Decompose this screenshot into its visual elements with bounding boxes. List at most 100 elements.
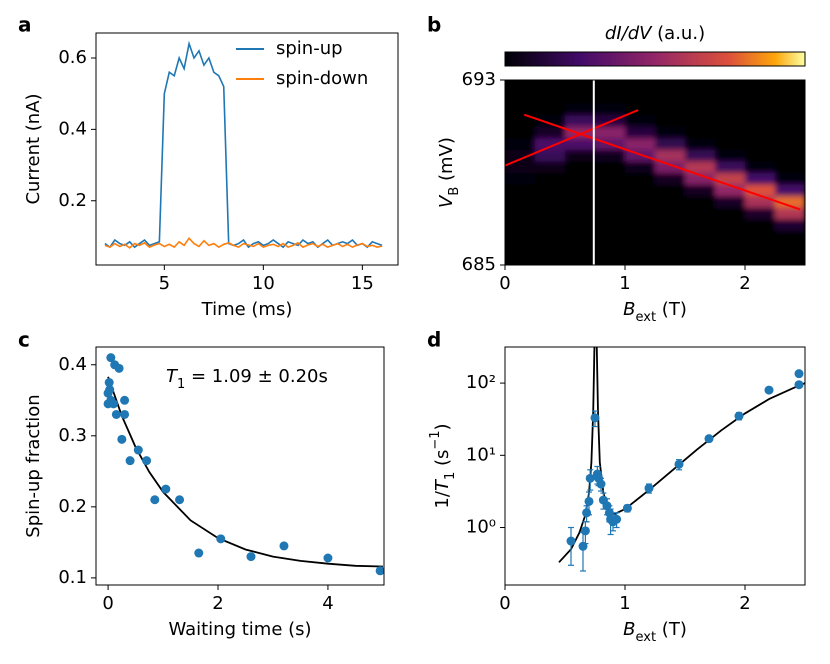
heatmap-cell xyxy=(595,218,626,231)
x-tick-label: 2 xyxy=(212,593,223,614)
heatmap-cell xyxy=(535,80,566,93)
heatmap-cell xyxy=(715,253,746,265)
heatmap-cell xyxy=(655,103,686,116)
heatmap-cell xyxy=(505,126,536,139)
heatmap-cell xyxy=(655,114,686,127)
x-tick-label: 0 xyxy=(499,273,510,294)
heatmap-cell xyxy=(565,114,596,127)
heatmap-cell xyxy=(535,230,566,243)
panel-letter: a xyxy=(18,13,32,37)
heatmap-cell xyxy=(625,114,656,127)
y-axis-label: Current (nA) xyxy=(23,93,44,204)
label-part: B xyxy=(623,299,635,320)
heatmap-cell xyxy=(655,172,686,185)
heatmap-cell xyxy=(625,218,656,231)
heatmap-cell xyxy=(505,184,536,197)
data-point xyxy=(794,369,804,379)
label-part: 1 xyxy=(177,377,185,392)
x-tick-label: 10 xyxy=(252,273,275,294)
label-part: (mV) xyxy=(436,137,457,187)
overlay-line xyxy=(505,109,639,167)
y-axis-label: VB (mV) xyxy=(436,137,462,208)
data-point xyxy=(580,526,590,536)
y-tick-label: 0.1 xyxy=(58,567,87,588)
heatmap-cell xyxy=(715,207,746,220)
heatmap-cell xyxy=(775,114,805,127)
y-axis-label: Spin-up fraction xyxy=(23,394,44,537)
heatmap-cell xyxy=(775,184,805,197)
data-point xyxy=(764,385,774,395)
legend-label: spin-down xyxy=(276,68,368,89)
data-point xyxy=(596,479,606,489)
heatmap-cell xyxy=(625,80,656,93)
heatmap-cell xyxy=(685,207,716,220)
label-part: 1/ xyxy=(432,490,453,508)
heatmap-cell xyxy=(715,126,746,139)
heatmap-cell xyxy=(775,230,805,243)
heatmap-cell xyxy=(655,253,686,265)
x-tick-label: 0 xyxy=(102,593,113,614)
data-point xyxy=(194,548,204,558)
heatmap-cell xyxy=(505,241,536,254)
heatmap-cell xyxy=(535,172,566,185)
heatmap-cell xyxy=(745,184,776,197)
x-axis-label: Time (ms) xyxy=(201,299,293,320)
data-point xyxy=(216,534,226,544)
data-point xyxy=(104,378,114,388)
colorbar xyxy=(504,51,806,67)
label-part: T xyxy=(166,366,179,387)
heatmap-cell xyxy=(625,195,656,208)
heatmap-cell xyxy=(535,195,566,208)
x-tick-label: 0 xyxy=(499,593,510,614)
heatmap-cell xyxy=(685,149,716,162)
heatmap-cell xyxy=(775,91,805,104)
data-point xyxy=(674,459,684,469)
x-tick-label: 2 xyxy=(739,593,750,614)
data-point xyxy=(120,409,130,419)
heatmap-cell xyxy=(715,137,746,150)
heatmap-cell xyxy=(655,149,686,162)
heatmap-cell xyxy=(565,230,596,243)
heatmap-cell xyxy=(535,184,566,197)
heatmap-cell xyxy=(685,172,716,185)
heatmap-cell xyxy=(685,241,716,254)
heatmap-cell xyxy=(625,241,656,254)
x-axis-label: Bext (T) xyxy=(623,299,687,325)
heatmap-cell xyxy=(775,218,805,231)
heatmap-cell xyxy=(565,149,596,162)
x-tick-label: 15 xyxy=(351,273,374,294)
heatmap-cell xyxy=(505,91,536,104)
heatmap-cell xyxy=(715,160,746,173)
heatmap-cell xyxy=(745,218,776,231)
heatmap-cell xyxy=(655,126,686,139)
heatmap-cell xyxy=(565,103,596,116)
heatmap-cell xyxy=(685,80,716,93)
heatmap-cell xyxy=(685,230,716,243)
fit-line xyxy=(558,347,805,563)
panel-letter: d xyxy=(427,328,441,352)
heatmap-cell xyxy=(625,253,656,265)
heatmap-cell xyxy=(595,253,626,265)
data-line xyxy=(104,236,383,249)
axes-frame xyxy=(504,346,806,586)
heatmap-cell xyxy=(565,184,596,197)
heatmap-cell xyxy=(715,195,746,208)
heatmap-cell xyxy=(745,80,776,93)
heatmap-cell xyxy=(595,103,626,116)
data-point xyxy=(582,508,592,518)
heatmap-cell xyxy=(775,207,805,220)
heatmap-cell xyxy=(625,137,656,150)
heatmap-cell xyxy=(715,149,746,162)
y-tick-label: 685 xyxy=(462,254,496,275)
heatmap-cell xyxy=(625,126,656,139)
heatmap-cell xyxy=(655,184,686,197)
heatmap-cell xyxy=(505,207,536,220)
heatmap-cell xyxy=(535,160,566,173)
label-part: = 1.09 ± 0.20s xyxy=(185,366,328,387)
heatmap-cell xyxy=(625,91,656,104)
data-point xyxy=(590,413,600,423)
heatmap-cell xyxy=(655,241,686,254)
data-point xyxy=(133,445,143,455)
heatmap-cell xyxy=(535,253,566,265)
heatmap-cell xyxy=(775,253,805,265)
